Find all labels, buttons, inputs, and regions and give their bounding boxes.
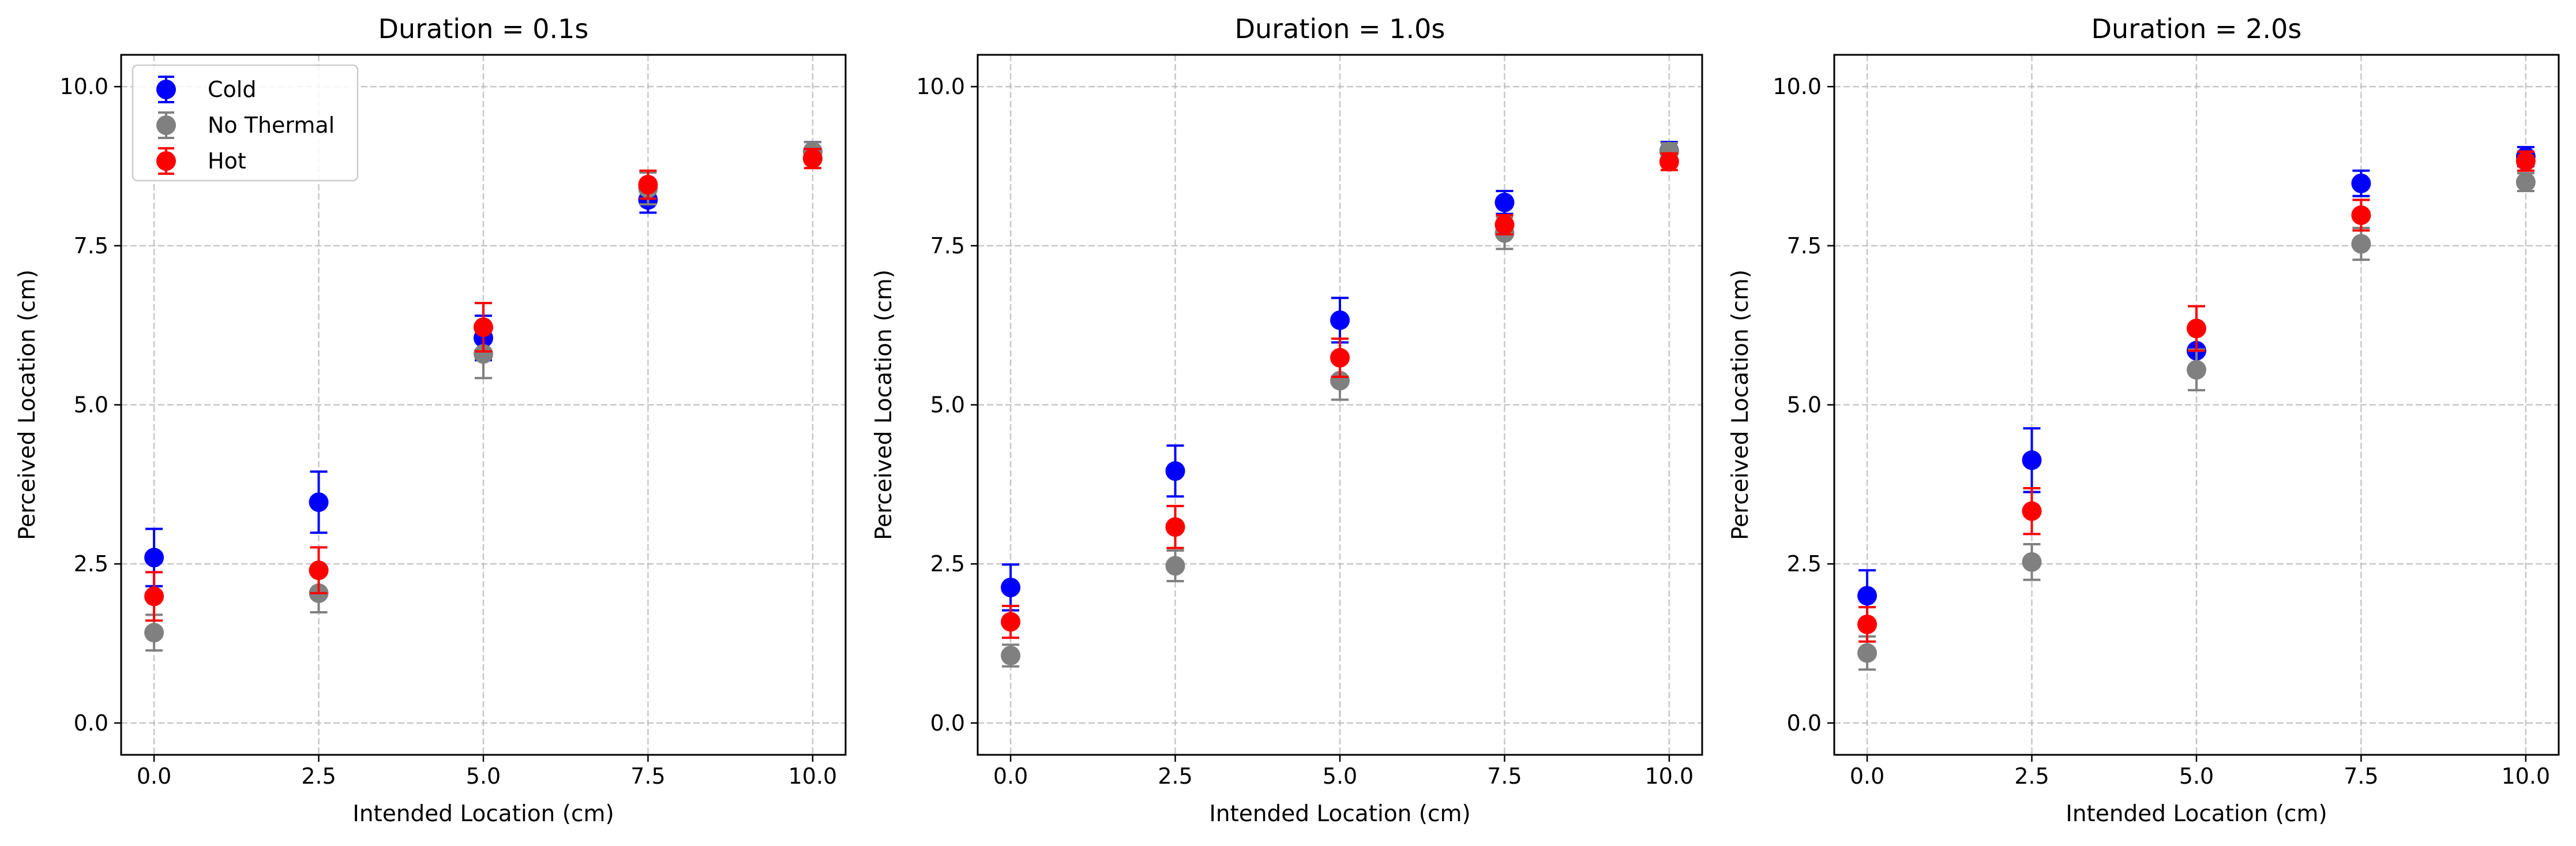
panel-title: Duration = 1.0s — [1235, 13, 1445, 44]
y-axis-label: Perceived Location (cm) — [871, 269, 897, 540]
y-tick-label: 10.0 — [916, 74, 965, 99]
data-point — [2351, 234, 2371, 254]
data-point — [2187, 319, 2206, 339]
data-point — [1857, 614, 1877, 634]
chart-panel-3: 0.0 2.5 5.0 7.5 10.0 0.0 2.5 5.0 7.5 10.0 Duration… — [1728, 13, 2560, 827]
x-tick-label: 7.5 — [1487, 763, 1522, 789]
x-axis-label: Intended Location (cm) — [2066, 801, 2327, 827]
x-tick-label: 5.0 — [2179, 763, 2214, 789]
data-point — [2515, 172, 2536, 192]
x-tick-label: 0.0 — [993, 763, 1028, 789]
y-tick-label: 2.5 — [930, 551, 965, 577]
legend-marker — [156, 151, 176, 171]
series-hot — [1001, 152, 1679, 639]
series-hot — [144, 148, 823, 622]
y-tick-label: 0.0 — [1787, 710, 1822, 736]
data-point — [2187, 360, 2206, 380]
x-axis-label: Intended Location (cm) — [1209, 801, 1470, 827]
legend-label: No Thermal — [208, 113, 335, 138]
y-tick-label: 10.0 — [1773, 74, 1822, 99]
y-tick-label: 7.5 — [74, 233, 108, 259]
y-tick-label: 0.0 — [74, 710, 108, 736]
data-point — [802, 148, 823, 169]
data-point — [2351, 173, 2371, 193]
x-tick-label: 7.5 — [2344, 763, 2378, 789]
data-point — [1659, 152, 1679, 172]
x-tick-label: 2.5 — [2014, 763, 2049, 789]
x-tick-label: 5.0 — [1323, 763, 1357, 789]
chart-panel-1: 0.0 2.5 5.0 7.5 10.0 0.0 2.5 5.0 7.5 10.0 Duration… — [14, 13, 847, 827]
series-no-thermal — [1001, 141, 1679, 668]
y-tick-label: 0.0 — [930, 710, 965, 736]
y-tick-label: 5.0 — [74, 392, 108, 418]
y-axis-label: Perceived Location (cm) — [14, 269, 40, 540]
x-tick-label: 0.0 — [137, 763, 171, 789]
x-tick-label: 0.0 — [1850, 763, 1884, 789]
x-tick-label: 7.5 — [630, 763, 665, 789]
y-tick-label: 2.5 — [74, 551, 108, 577]
data-point — [1001, 577, 1021, 597]
data-point — [1857, 643, 1877, 663]
x-tick-label: 2.5 — [301, 763, 336, 789]
data-point — [309, 560, 329, 581]
x-tick-label: 10.0 — [788, 763, 838, 789]
x-tick-label: 10.0 — [1645, 763, 1694, 789]
y-tick-label: 7.5 — [930, 233, 965, 259]
data-point — [144, 623, 164, 643]
panel-title: Duration = 2.0s — [2091, 13, 2302, 44]
data-point — [2022, 450, 2042, 470]
data-point — [1494, 215, 1515, 235]
data-point — [474, 317, 493, 337]
data-point — [1165, 517, 1185, 537]
data-point — [1165, 461, 1185, 481]
data-point — [2351, 205, 2371, 225]
x-tick-label: 10.0 — [2502, 763, 2551, 789]
y-tick-label: 5.0 — [930, 392, 965, 418]
data-point — [1001, 645, 1021, 665]
series-cold — [1857, 145, 2536, 623]
panel-title: Duration = 0.1s — [378, 13, 589, 44]
x-axis-label: Intended Location (cm) — [352, 801, 614, 827]
data-point — [2022, 501, 2042, 521]
legend: Cold No Thermal Hot — [132, 64, 359, 182]
data-point — [144, 548, 164, 568]
data-point — [1001, 612, 1021, 632]
data-point — [144, 586, 164, 607]
data-point — [1857, 586, 1877, 606]
x-tick-label: 5.0 — [466, 763, 501, 789]
data-point — [2022, 552, 2042, 572]
y-tick-label: 7.5 — [1787, 233, 1822, 259]
y-tick-label: 5.0 — [1787, 392, 1822, 418]
data-point — [638, 174, 658, 194]
y-tick-label: 10.0 — [59, 74, 108, 99]
legend-label: Hot — [208, 148, 246, 174]
data-point — [309, 492, 329, 512]
legend-label: Cold — [208, 77, 256, 102]
legend-box — [132, 64, 359, 182]
data-point — [1330, 347, 1350, 368]
data-point — [1330, 310, 1350, 330]
chart-panel-2: 0.0 2.5 5.0 7.5 10.0 0.0 2.5 5.0 7.5 10.0 Duration… — [871, 13, 1703, 827]
x-tick-label: 2.5 — [1158, 763, 1192, 789]
legend-marker — [156, 115, 176, 135]
y-tick-label: 2.5 — [1787, 551, 1822, 577]
data-point — [1494, 192, 1515, 212]
data-point — [1165, 556, 1185, 576]
series-hot — [1857, 150, 2536, 643]
data-point — [2515, 151, 2536, 171]
legend-marker — [156, 80, 176, 99]
y-axis-label: Perceived Location (cm) — [1728, 269, 1753, 540]
data-point — [474, 344, 493, 364]
series-no-thermal — [1857, 172, 2536, 671]
